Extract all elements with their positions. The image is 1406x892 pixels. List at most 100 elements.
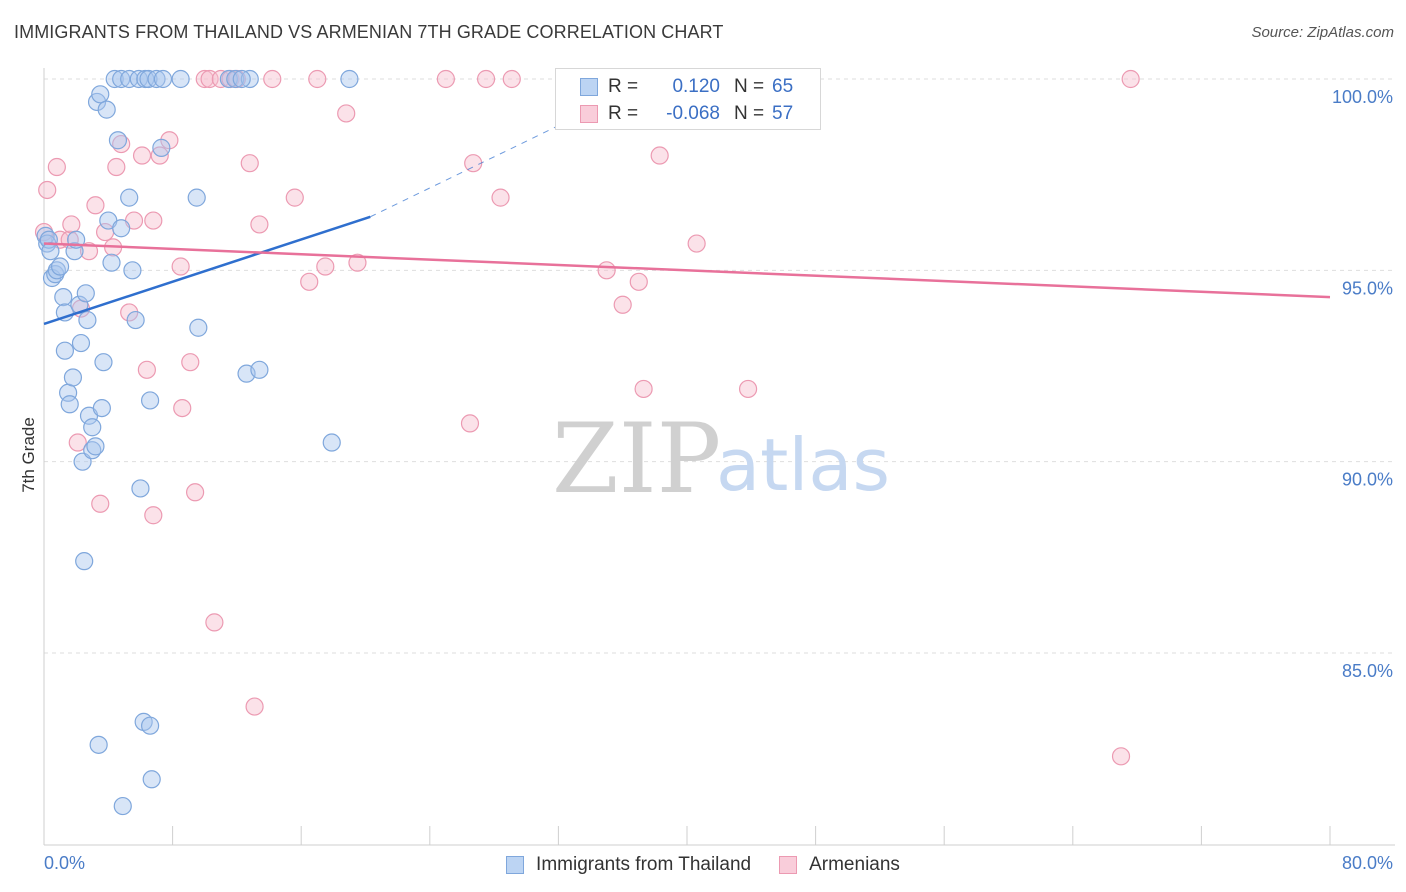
legend-r-label: R = <box>608 76 639 97</box>
thailand-point <box>91 85 110 104</box>
series-legend: Immigrants from Thailand Armenians <box>0 852 1406 878</box>
thailand-point <box>60 395 79 414</box>
thailand-point <box>50 257 70 276</box>
armenians-point <box>250 215 269 234</box>
armenians-point <box>245 697 264 716</box>
thailand-point <box>219 69 238 89</box>
thailand-point <box>94 353 113 372</box>
thailand-point <box>250 360 269 379</box>
thailand-point <box>76 284 95 303</box>
chart-source: Source: ZipAtlas.com <box>1251 24 1394 41</box>
legend-swatch-blue <box>506 856 525 874</box>
armenians-point <box>491 188 510 207</box>
armenians-point <box>337 104 356 123</box>
thailand-point <box>78 310 97 330</box>
armenians-point <box>47 157 66 177</box>
armenians-point <box>316 257 335 276</box>
armenians-point <box>476 69 496 89</box>
legend-n-value: 65 <box>772 76 794 97</box>
thailand-point <box>97 100 116 119</box>
legend-n-label: N = <box>734 76 765 97</box>
armenians-point <box>171 257 190 276</box>
watermark-atlas: atlas <box>716 423 890 507</box>
armenians-point <box>195 69 214 89</box>
thailand-point <box>226 69 245 89</box>
thailand-point <box>120 69 139 89</box>
thailand-point <box>140 391 160 410</box>
correlation-legend: R = 0.120 N = 65 R = -0.068 N = 57 <box>555 68 821 130</box>
armenians-point <box>634 379 653 399</box>
thailand-point <box>340 69 359 89</box>
armenians-point <box>263 69 282 89</box>
armenians-point <box>300 272 319 291</box>
armenians-point <box>79 242 99 261</box>
legend-swatch-blue <box>580 78 598 96</box>
thailand-point <box>140 716 160 735</box>
legend-r-value: -0.068 <box>666 103 720 124</box>
armenians-point <box>348 253 367 272</box>
y-tick-label: 100.0% <box>1332 87 1393 107</box>
y-tick-label: 90.0% <box>1342 470 1393 490</box>
legend-label-thailand: Immigrants from Thailand <box>536 854 752 875</box>
armenians-point <box>205 613 224 632</box>
x-tick-label: 0.0% <box>44 853 85 873</box>
series-armenians <box>34 69 1140 766</box>
thailand-point <box>189 318 208 337</box>
thailand-point <box>152 138 171 157</box>
armenians-point <box>137 360 156 379</box>
legend-r-label: R = <box>608 103 639 124</box>
armenians-point <box>650 146 669 165</box>
armenians-point <box>285 188 304 207</box>
thailand-point <box>142 770 161 789</box>
armenians-point <box>1121 69 1140 89</box>
thailand-point <box>86 437 105 456</box>
thailand-point <box>120 188 139 207</box>
watermark: ZIP atlas <box>552 403 890 515</box>
legend-row-armenians: R = -0.068 N = 57 <box>580 102 793 126</box>
thailand-point <box>131 479 150 498</box>
thailand-point <box>108 131 128 150</box>
thailand-point <box>92 398 111 418</box>
thailand-trend-extension <box>370 78 656 218</box>
legend-swatch-pink <box>779 856 798 874</box>
legend-item-thailand: Immigrants from Thailand <box>506 854 751 876</box>
armenians-point <box>240 154 259 173</box>
legend-swatch-pink <box>580 105 598 123</box>
thailand-point <box>113 796 132 816</box>
thailand-point <box>83 418 102 437</box>
legend-n-label: N = <box>734 103 765 124</box>
y-tick-label: 85.0% <box>1342 661 1393 681</box>
armenians-point <box>436 69 455 89</box>
thailand-point <box>129 69 148 89</box>
armenians-point <box>86 196 105 215</box>
thailand-point <box>102 253 121 272</box>
armenians-point <box>107 157 126 177</box>
armenians-point <box>308 69 327 89</box>
thailand-point <box>89 735 108 754</box>
armenians-point <box>132 146 152 165</box>
y-axis-label: 7th Grade <box>19 417 38 493</box>
thailand-trend-line <box>43 215 371 326</box>
armenians-point <box>460 414 480 433</box>
thailand-point <box>126 310 145 330</box>
armenians-point <box>502 69 521 89</box>
armenians-point <box>144 506 163 525</box>
armenians-trend-line <box>43 242 1331 299</box>
legend-item-armenians: Armenians <box>779 854 900 876</box>
armenians-point <box>613 295 632 314</box>
armenians-point <box>687 234 706 253</box>
armenians-point <box>144 211 163 230</box>
thailand-point <box>63 368 83 387</box>
armenians-point <box>62 215 81 234</box>
armenians-point <box>629 272 648 291</box>
thailand-point <box>232 69 251 89</box>
y-tick-labels: 100.0% 95.0% 90.0% 85.0% <box>1332 87 1393 681</box>
thailand-point <box>105 69 124 89</box>
thailand-point <box>147 69 166 89</box>
thailand-point <box>75 552 94 571</box>
chart-title: IMMIGRANTS FROM THAILAND VS ARMENIAN 7TH… <box>14 22 724 42</box>
thailand-point <box>112 219 131 238</box>
armenians-point <box>68 433 87 452</box>
armenians-point <box>91 494 110 513</box>
